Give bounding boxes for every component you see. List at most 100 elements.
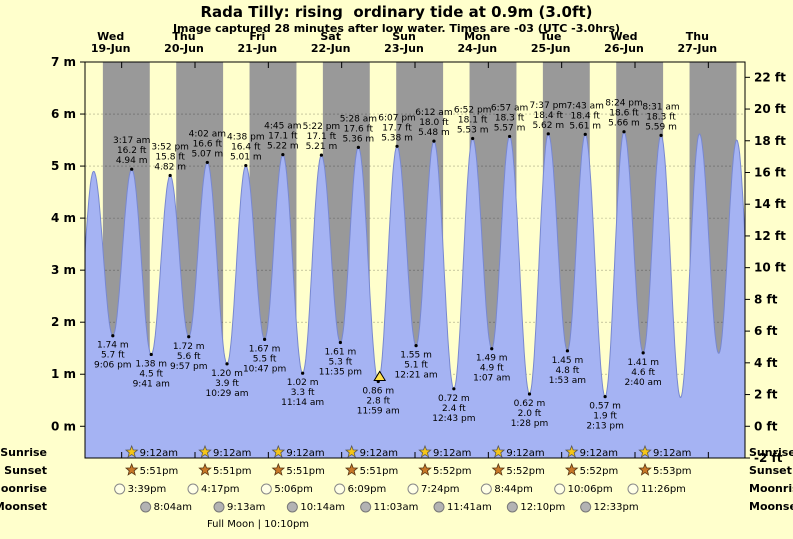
high-tide-label: 5.66 m	[608, 119, 640, 129]
high-tide-dot	[659, 133, 663, 137]
high-tide-label: 15.8 ft	[155, 152, 185, 162]
low-tide-dot	[187, 335, 191, 339]
high-tide-label: 7:43 am	[567, 101, 604, 111]
high-tide-label: 5.61 m	[569, 121, 601, 131]
sunset-icon	[198, 462, 212, 476]
sunrise-icon	[198, 444, 212, 458]
day-label-date: 24-Jun	[458, 42, 498, 55]
low-tide-label: 1.67 m	[249, 344, 281, 354]
sunrise-icon	[638, 444, 652, 458]
day-label-date: 21-Jun	[238, 42, 278, 55]
y-axis-left-label: 6 m	[51, 107, 76, 121]
high-tide-label: 5.62 m	[532, 121, 564, 131]
sunrise-time: 9:12am	[433, 448, 471, 459]
high-tide-dot	[546, 132, 550, 136]
high-tide-label: 5.48 m	[418, 128, 450, 138]
sunrise-time: 9:12am	[140, 448, 178, 459]
sunset-time: 5:51pm	[286, 466, 325, 477]
high-tide-dot	[205, 160, 209, 165]
y-axis-right-label: 10 ft	[754, 261, 786, 275]
day-label-date: 25-Jun	[531, 42, 571, 55]
day-label-dow: Sun	[392, 30, 416, 43]
moonrise-icon	[480, 483, 492, 495]
low-tide-label: 4.5 ft	[139, 369, 163, 379]
low-tide-dot	[603, 395, 607, 399]
row-label-left-moonrise: Moonrise	[0, 482, 47, 495]
sunrise-time: 9:12am	[360, 448, 398, 459]
high-tide-label: 18.3 ft	[646, 112, 676, 122]
high-tide-label: 18.6 ft	[609, 109, 639, 119]
low-tide-label: 1.61 m	[325, 347, 357, 357]
high-tide-dot	[281, 153, 285, 157]
low-tide-label: 4.6 ft	[631, 368, 655, 378]
row-label-right-moonset: Moonset	[749, 500, 793, 513]
high-tide-label: 5.59 m	[645, 122, 677, 132]
day-label-dow: Fri	[249, 30, 265, 43]
high-tide-label: 4.94 m	[116, 156, 148, 166]
sunrise-icon	[271, 444, 286, 458]
high-tide-dot	[319, 153, 324, 157]
row-label-right-sunrise: Sunrise	[749, 446, 793, 459]
high-tide-label: 18.4 ft	[571, 111, 601, 121]
y-axis-left-label: 1 m	[51, 367, 76, 381]
day-label-date: 27-Jun	[678, 42, 718, 55]
low-tide-label: 4.9 ft	[480, 364, 504, 374]
high-tide-label: 5.01 m	[230, 153, 262, 163]
sunrise-time: 9:12am	[213, 448, 251, 459]
low-tide-label: 11:14 am	[281, 398, 324, 408]
low-tide-label: 5.5 ft	[253, 354, 277, 364]
moonset-icon	[286, 501, 298, 513]
low-tide-label: 0.62 m	[514, 399, 546, 409]
moonset-time: 10:14am	[300, 502, 345, 513]
high-tide-label: 5.57 m	[494, 123, 526, 133]
current-time-marker	[373, 370, 387, 381]
sunset-icon	[564, 462, 579, 476]
moonset-time: 11:41am	[447, 502, 492, 513]
high-tide-label: 4.82 m	[154, 162, 186, 172]
low-tide-label: 1:07 am	[473, 374, 510, 384]
sunset-icon	[271, 462, 286, 476]
tide-curve	[84, 131, 746, 399]
y-axis-right-label: 2 ft	[754, 388, 778, 402]
day-label-dow: Sat	[320, 30, 341, 43]
low-tide-label: 1.38 m	[135, 359, 167, 369]
high-tide-label: 3:52 pm	[151, 142, 189, 152]
day-label-dow: Wed	[97, 30, 124, 43]
y-axis-right-label: 8 ft	[754, 292, 778, 306]
high-tide-dot	[622, 130, 626, 134]
low-tide-label: 5.3 ft	[329, 357, 353, 367]
low-tide-label: 1:53 am	[549, 376, 586, 386]
high-tide-label: 8:31 am	[642, 102, 679, 112]
moonset-time: 11:03am	[374, 502, 419, 513]
day-label-date: 26-Jun	[604, 42, 644, 55]
low-tide-label: 1.49 m	[476, 354, 508, 364]
sunrise-icon	[124, 444, 139, 458]
chart-title: Rada Tilly: rising ordinary tide at 0.9m…	[200, 3, 593, 21]
moonset-icon	[213, 501, 225, 513]
moonrise-time: 11:26pm	[641, 484, 686, 495]
low-tide-label: 1.9 ft	[593, 412, 617, 422]
sunset-time: 5:51pm	[360, 466, 399, 477]
day-label-dow: Mon	[464, 30, 490, 43]
high-tide-label: 7:37 pm	[530, 101, 568, 111]
high-tide-label: 3:17 am	[113, 136, 150, 146]
moonset-icon	[140, 501, 152, 513]
moonrise-icon	[260, 483, 272, 495]
sunset-time: 5:51pm	[140, 466, 179, 477]
day-label-date: 20-Jun	[164, 42, 204, 55]
sunrise-icon	[418, 444, 432, 458]
high-tide-label: 18.3 ft	[495, 113, 525, 123]
high-tide-label: 17.7 ft	[382, 123, 412, 133]
high-tide-label: 5.38 m	[381, 133, 413, 143]
high-tide-dot	[168, 173, 172, 178]
low-tide-label: 2.0 ft	[518, 409, 542, 419]
low-tide-label: 1.41 m	[627, 358, 659, 368]
high-tide-label: 16.4 ft	[231, 143, 261, 153]
low-tide-label: 2:40 am	[624, 378, 661, 388]
moonset-time: 12:33pm	[594, 502, 639, 513]
low-tide-dot	[452, 387, 456, 391]
high-tide-label: 8:24 pm	[605, 99, 643, 109]
sunset-icon	[124, 462, 139, 476]
moonrise-icon	[554, 483, 566, 495]
